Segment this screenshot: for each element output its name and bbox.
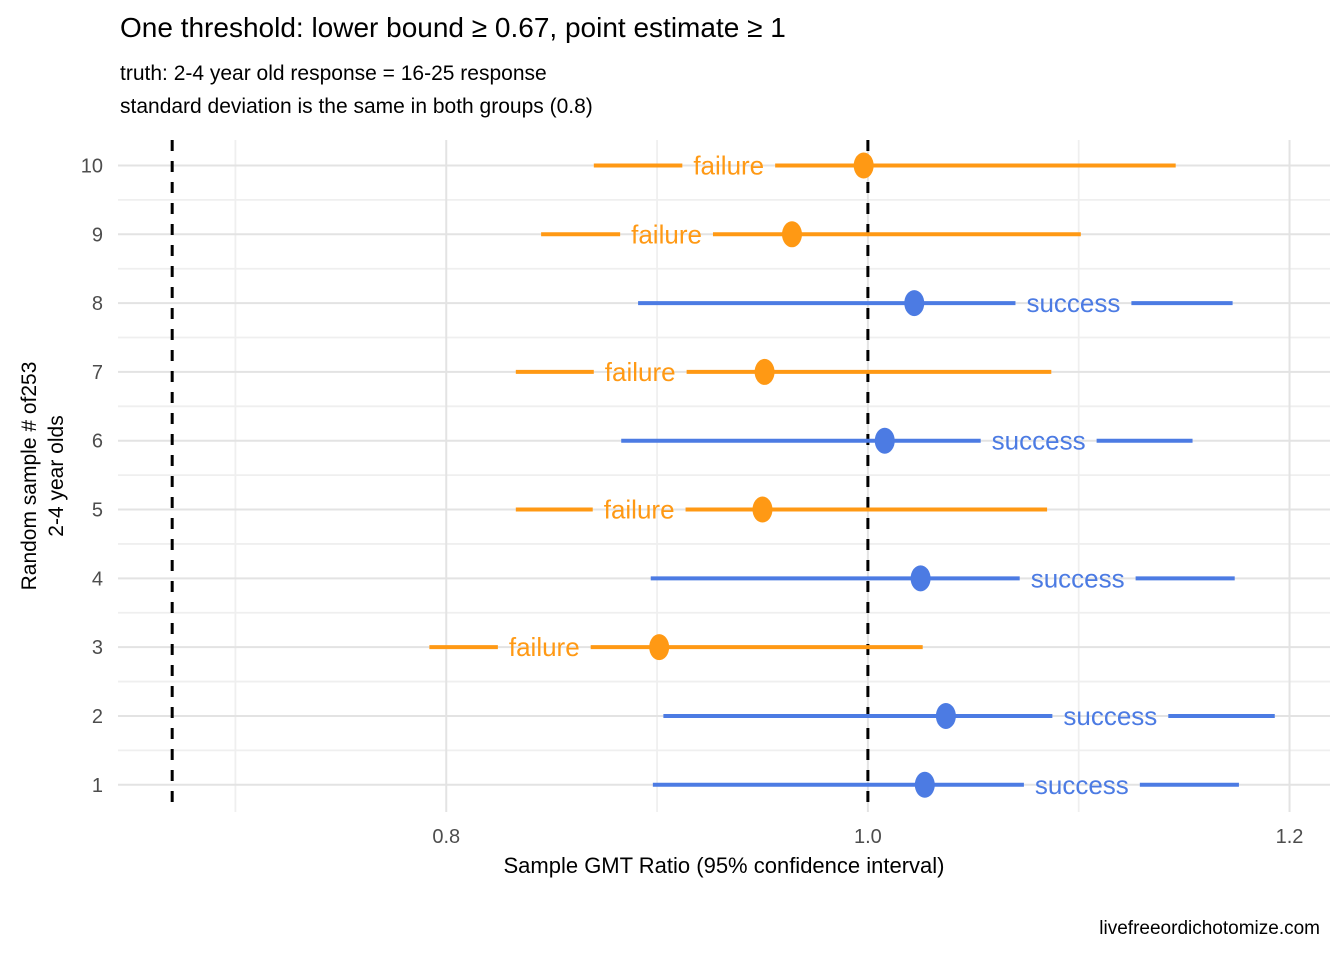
point-estimate [935, 702, 956, 729]
point-estimate [752, 496, 773, 523]
x-tick-label: 0.8 [432, 826, 460, 848]
y-tick-label: 3 [92, 637, 103, 659]
point-estimate [853, 152, 874, 179]
point-estimate [649, 634, 670, 661]
y-tick-label: 4 [92, 568, 103, 590]
outcome-label: success [1035, 770, 1129, 800]
point-estimate [914, 771, 935, 798]
point-estimate [910, 565, 931, 592]
y-tick-label: 5 [92, 500, 103, 522]
chart-subtitle: truth: 2-4 year old response = 16-25 res… [120, 62, 593, 118]
y-tick-label: 2 [92, 706, 103, 728]
chart-title: One threshold: lower bound ≥ 0.67, point… [120, 12, 786, 43]
y-tick-label: 1 [92, 775, 103, 797]
outcome-label: success [992, 426, 1086, 456]
y-tick-label: 6 [92, 431, 103, 453]
point-estimate [904, 290, 925, 317]
outcome-label: success [1026, 288, 1120, 318]
x-axis-title: Sample GMT Ratio (95% confidence interva… [503, 853, 945, 878]
y-tick-label: 8 [92, 293, 103, 315]
point-estimate [874, 427, 895, 454]
point-estimate [781, 221, 802, 248]
outcome-label: success [1063, 701, 1157, 731]
y-tick-label: 7 [92, 362, 103, 384]
outcome-label: failure [605, 357, 676, 387]
point-estimate [754, 358, 775, 385]
outcome-label: failure [693, 151, 764, 181]
y-tick-label: 9 [92, 224, 103, 246]
outcome-label: failure [509, 632, 580, 662]
x-tick-label: 1.0 [854, 826, 882, 848]
x-tick-label: 1.2 [1276, 826, 1304, 848]
outcome-label: success [1031, 563, 1125, 593]
chart-caption: livefreeordichotomize.com [1099, 918, 1320, 939]
outcome-label: failure [631, 219, 702, 249]
y-tick-label: 10 [81, 156, 103, 178]
outcome-label: failure [604, 495, 675, 525]
